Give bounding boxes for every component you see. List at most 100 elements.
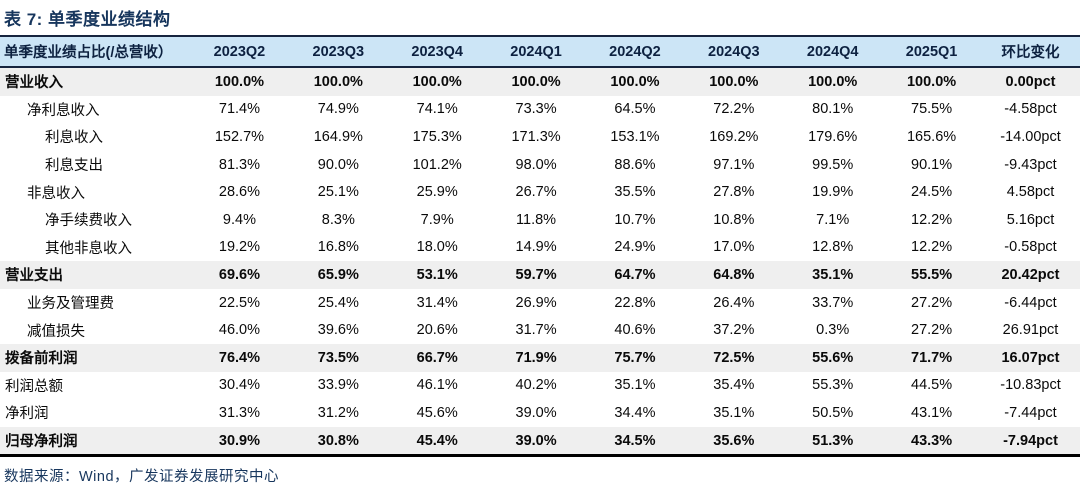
table-body: 营业收入 100.0% 100.0% 100.0% 100.0% 100.0% 100.0%… [0, 67, 1080, 458]
cell-value: 65.9% [317, 266, 359, 283]
table-row: 拨备前利润 76.4% 73.5% 66.7% 71.9% 75.7% 72.5% 55.6%… [0, 343, 1080, 372]
qoq-change-value: 16.07pct [1001, 349, 1060, 366]
cell-value: 90.1% [911, 156, 953, 173]
cell-value: 35.1% [812, 266, 854, 283]
cell-value: 33.7% [812, 294, 854, 311]
cell-value: 55.3% [812, 377, 854, 394]
cell-value: 175.3% [412, 128, 462, 145]
column-header: 2023Q2 [190, 36, 289, 68]
cell-value: 31.3% [218, 404, 260, 421]
cell-value: 81.3% [218, 156, 260, 173]
cell-value: 64.8% [713, 266, 755, 283]
cell-value: 35.1% [713, 404, 755, 421]
qoq-change-value: -6.44pct [1004, 294, 1057, 311]
cell-value: 100.0% [610, 73, 660, 90]
cell-value: 97.1% [713, 156, 755, 173]
cell-value: 25.9% [416, 184, 458, 201]
row-label: 营业收入 [5, 75, 63, 92]
qoq-change-value: 5.16pct [1006, 211, 1055, 228]
cell-value: 33.9% [317, 377, 359, 394]
cell-value: 165.6% [906, 128, 957, 145]
qoq-change-value: -7.94pct [981, 426, 1080, 458]
qoq-change-value: -9.43pct [1004, 156, 1057, 173]
table-row: 其他非息收入 19.2% 16.8% 18.0% 14.9% 24.9% 17.0% 12.8… [0, 234, 1080, 262]
cell-value: 39.0% [515, 404, 557, 421]
column-header: 2024Q2 [585, 36, 685, 68]
table-row: 利息支出 81.3% 90.0% 101.2% 98.0% 88.6% 97.1% 99.5%… [0, 151, 1080, 179]
cell-value: 100.0% [511, 73, 561, 90]
cell-value: 31.7% [515, 322, 557, 339]
cell-value: 27.2% [911, 322, 953, 339]
row-label: 其他非息收入 [45, 240, 132, 257]
cell-value: 43.1% [911, 404, 953, 421]
cell-value: 39.0% [486, 426, 586, 458]
cell-value: 75.7% [614, 349, 656, 366]
cell-value: 34.5% [585, 426, 685, 458]
qoq-change-value: 4.58pct [1006, 184, 1055, 201]
cell-value: 100.0% [313, 73, 363, 90]
cell-value: 22.8% [614, 294, 656, 311]
cell-value: 55.6% [812, 349, 854, 366]
table-header-row: 单季度业绩占比(/总营收） 2023Q2 2023Q3 2023Q4 2024Q1 202… [0, 36, 1080, 68]
cell-value: 64.7% [614, 266, 656, 283]
cell-value: 100.0% [906, 73, 957, 90]
column-header: 2023Q3 [288, 36, 388, 68]
cell-value: 35.1% [614, 377, 656, 394]
quarterly-performance-table: 单季度业绩占比(/总营收） 2023Q2 2023Q3 2023Q4 2024Q1 202… [0, 35, 1080, 458]
cell-value: 179.6% [808, 128, 858, 145]
cell-value: 46.0% [218, 322, 260, 339]
cell-value: 73.3% [515, 101, 557, 118]
cell-value: 11.8% [516, 211, 557, 228]
cell-value: 34.4% [614, 404, 656, 421]
cell-value: 28.6% [218, 184, 260, 201]
cell-value: 20.6% [416, 322, 458, 339]
cell-value: 98.0% [515, 156, 557, 173]
cell-value: 25.4% [317, 294, 359, 311]
table-row: 非息收入 28.6% 25.1% 25.9% 26.7% 35.5% 27.8% 19.9% 2… [0, 178, 1080, 206]
cell-value: 152.7% [214, 128, 265, 145]
cell-value: 69.6% [218, 266, 260, 283]
cell-value: 66.7% [416, 349, 458, 366]
cell-value: 16.8% [317, 239, 359, 256]
column-header: 2025Q1 [882, 36, 981, 68]
cell-value: 71.4% [218, 101, 260, 118]
cell-value: 73.5% [317, 349, 359, 366]
cell-value: 14.9% [515, 239, 557, 256]
cell-value: 164.9% [313, 128, 363, 145]
cell-value: 99.5% [812, 156, 854, 173]
cell-value: 9.4% [222, 211, 256, 228]
cell-value: 169.2% [709, 128, 759, 145]
qoq-change-value: 20.42pct [1001, 266, 1060, 283]
cell-value: 31.4% [416, 294, 458, 311]
row-label: 净手续费收入 [45, 213, 132, 230]
cell-value: 45.6% [416, 404, 458, 421]
row-label: 利息收入 [45, 130, 103, 147]
cell-value: 101.2% [412, 156, 462, 173]
cell-value: 45.4% [387, 426, 487, 458]
column-header-label: 单季度业绩占比(/总营收） [0, 36, 190, 68]
cell-value: 7.9% [420, 211, 454, 228]
qoq-change-value: -0.58pct [1004, 239, 1057, 256]
qoq-change-value: -14.00pct [1000, 128, 1061, 145]
cell-value: 64.5% [614, 101, 656, 118]
page-title: 表 7: 单季度业绩结构 [4, 10, 171, 29]
table-row: 利润总额 30.4% 33.9% 46.1% 40.2% 35.1% 35.4% 55.3% 4… [0, 372, 1080, 400]
row-label: 业务及管理费 [27, 296, 114, 313]
cell-value: 12.2% [911, 239, 953, 256]
cell-value: 71.7% [911, 349, 953, 366]
cell-value: 27.8% [713, 184, 755, 201]
cell-value: 100.0% [412, 73, 462, 90]
table-row: 净手续费收入 9.4% 8.3% 7.9% 11.8% 10.7% 10.8% 7.1% 12.… [0, 206, 1080, 234]
cell-value: 74.1% [416, 101, 458, 118]
table-row: 净利润 31.3% 31.2% 45.6% 39.0% 34.4% 35.1% 50.5% 43… [0, 399, 1080, 427]
cell-value: 24.5% [911, 184, 953, 201]
row-label: 利息支出 [45, 158, 103, 175]
table-row: 营业支出 69.6% 65.9% 53.1% 59.7% 64.7% 64.8% 35.1% 5… [0, 261, 1080, 289]
cell-value: 30.9% [190, 426, 289, 458]
cell-value: 72.5% [713, 349, 755, 366]
row-label: 减值损失 [27, 323, 85, 340]
cell-value: 12.2% [911, 211, 953, 228]
cell-value: 88.6% [614, 156, 656, 173]
row-label: 利润总额 [5, 378, 63, 395]
